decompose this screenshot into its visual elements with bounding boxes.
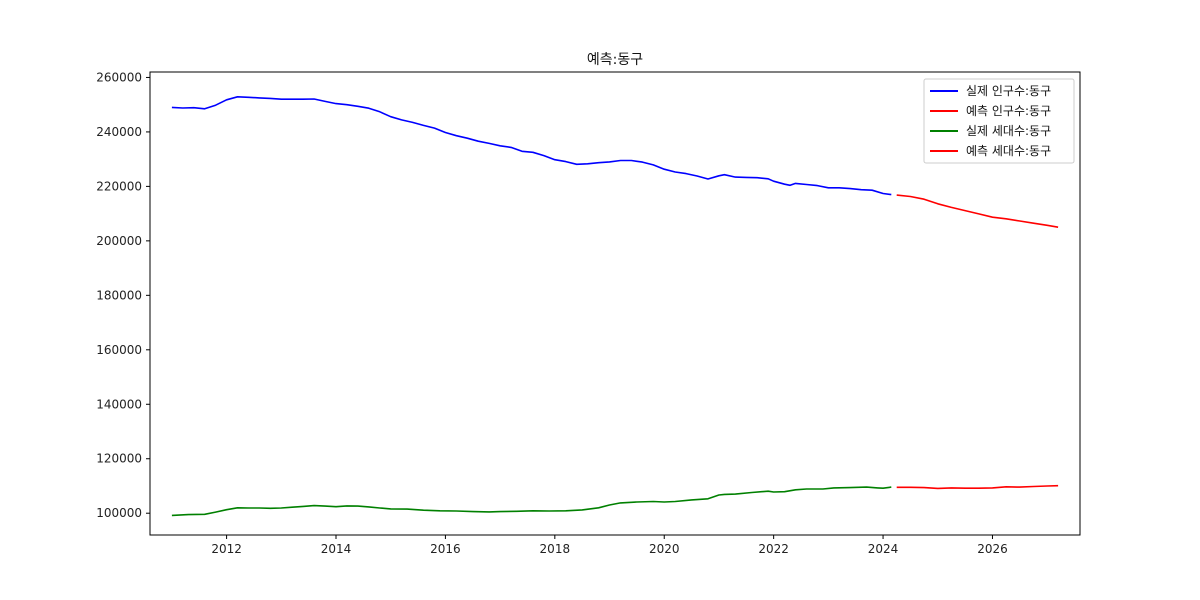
legend-label-2: 예측 인구수:동구 — [966, 104, 1051, 118]
x-tick-label: 2026 — [977, 542, 1008, 556]
series-line-2 — [896, 194, 1059, 228]
legend-label-4: 예측 세대수:동구 — [966, 144, 1051, 158]
series-line-4 — [896, 484, 1059, 490]
y-tick-label: 100000 — [96, 506, 142, 520]
x-tick-label: 2024 — [868, 542, 899, 556]
legend-label-1: 실제 인구수:동구 — [966, 84, 1051, 98]
plot-area: 2012 2014 2016 2018 2020 2022 2024 2026 100000 12… — [96, 70, 1081, 556]
y-tick-label: 220000 — [96, 179, 142, 193]
x-tick-label: 2014 — [321, 542, 352, 556]
x-tick-label: 2018 — [540, 542, 571, 556]
y-tick-label: 180000 — [96, 288, 142, 302]
y-tick-label: 140000 — [96, 397, 142, 411]
y-tick-label: 160000 — [96, 343, 142, 357]
legend-box — [923, 78, 1075, 164]
x-tick-label: 2016 — [430, 542, 461, 556]
y-tick-label: 260000 — [96, 70, 142, 84]
y-tick-label: 240000 — [96, 125, 142, 139]
x-tick-label: 2020 — [649, 542, 680, 556]
axes-frame — [149, 71, 1081, 536]
y-tick-label: 120000 — [96, 452, 142, 466]
series-line-1 — [171, 96, 892, 196]
y-tick-label: 200000 — [96, 234, 142, 248]
x-tick-label: 2022 — [758, 542, 789, 556]
legend-label-3: 실제 세대수:동구 — [966, 124, 1051, 138]
series-line-3 — [171, 486, 892, 517]
chart-title: 예측:동구 — [587, 52, 643, 68]
x-tick-label: 2012 — [211, 542, 242, 556]
